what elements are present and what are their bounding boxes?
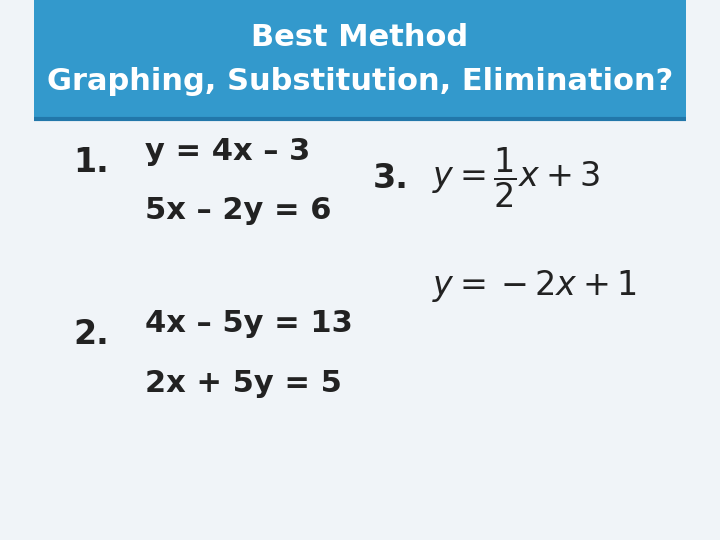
Text: 1.: 1. [73, 145, 109, 179]
Text: 4x – 5y = 13: 4x – 5y = 13 [145, 309, 353, 339]
Text: Best Method: Best Method [251, 23, 469, 52]
Text: $y = \dfrac{1}{2}x + 3$: $y = \dfrac{1}{2}x + 3$ [432, 146, 600, 211]
Text: $y = -2x + 1$: $y = -2x + 1$ [432, 268, 636, 304]
Text: 2x + 5y = 5: 2x + 5y = 5 [145, 369, 342, 398]
Text: y = 4x – 3: y = 4x – 3 [145, 137, 310, 166]
FancyBboxPatch shape [34, 0, 686, 119]
Text: 2.: 2. [73, 318, 109, 352]
Text: 3.: 3. [373, 161, 409, 195]
Text: Graphing, Substitution, Elimination?: Graphing, Substitution, Elimination? [47, 66, 673, 96]
Text: 5x – 2y = 6: 5x – 2y = 6 [145, 196, 331, 225]
